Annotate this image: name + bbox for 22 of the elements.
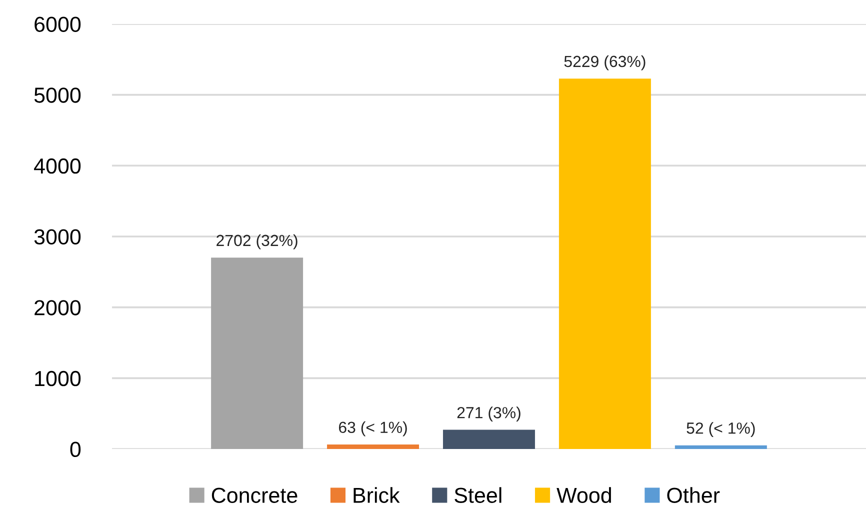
y-tick-label: 6000 bbox=[34, 16, 81, 32]
y-tick-label: 2000 bbox=[34, 300, 81, 316]
y-tick-label: 1000 bbox=[35, 370, 81, 386]
legend-label: Other bbox=[667, 487, 720, 503]
bar bbox=[327, 444, 420, 449]
data-label: 63 (< 1%) bbox=[338, 421, 407, 436]
legend-label: Concrete bbox=[212, 488, 298, 503]
data-label: 271 (3%) bbox=[457, 406, 520, 422]
y-tick-label: 5000 bbox=[34, 88, 81, 103]
bar bbox=[211, 258, 304, 449]
y-tick-label: 4000 bbox=[34, 158, 81, 174]
data-label: 52 (< 1%) bbox=[686, 422, 755, 437]
bar bbox=[442, 430, 535, 449]
legend-label: Steel bbox=[454, 487, 502, 503]
bar bbox=[674, 445, 767, 449]
y-tick-label: 3000 bbox=[34, 229, 81, 245]
data-label: 5229 (63%) bbox=[564, 55, 646, 70]
legend-label: Brick bbox=[354, 487, 400, 503]
bar bbox=[558, 78, 651, 449]
data-label: 2702 (32%) bbox=[216, 234, 298, 250]
legend-label: Wood bbox=[556, 487, 611, 503]
y-tick-label: 0 bbox=[70, 442, 81, 458]
